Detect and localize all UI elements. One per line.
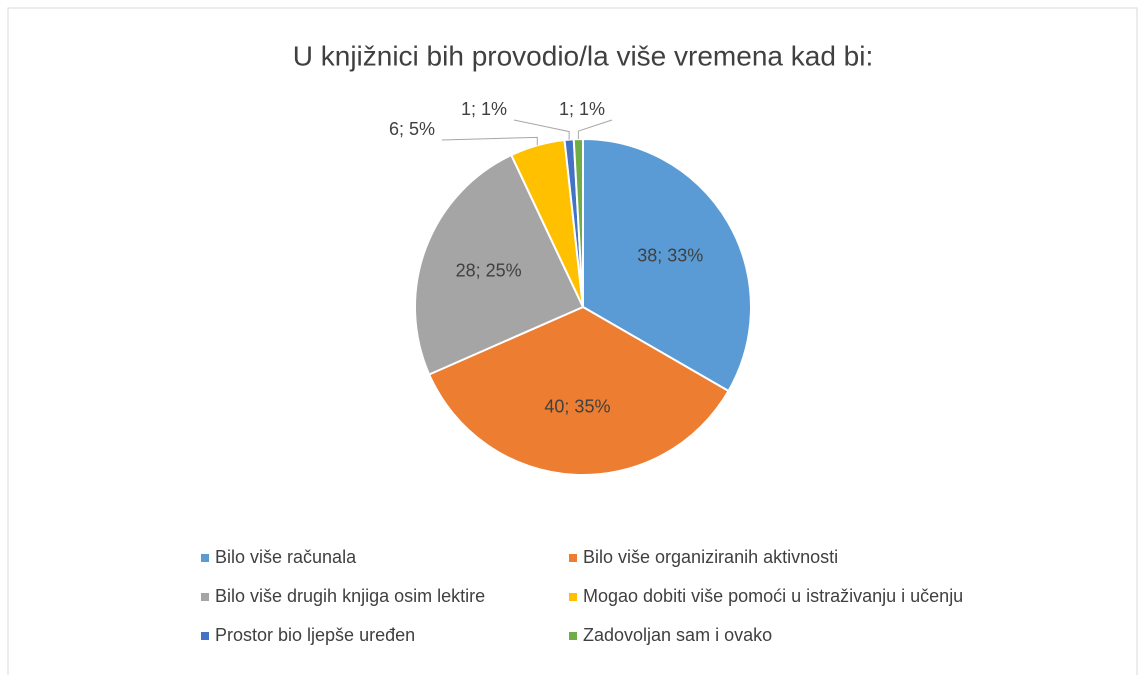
leader-line (513, 119, 570, 140)
pie-slice (582, 137, 752, 393)
legend-swatch (201, 593, 209, 601)
legend-label: Prostor bio ljepše uređen (215, 625, 415, 645)
leader-line (441, 136, 538, 146)
leader-line (577, 119, 613, 140)
legend-label: Mogao dobiti više pomoći u istraživanju … (583, 586, 963, 606)
legend-label: Bilo više računala (215, 547, 357, 567)
legend-label: Bilo više drugih knjiga osim lektire (215, 586, 485, 606)
data-label: 6; 5% (389, 119, 435, 139)
data-label: 40; 35% (544, 396, 610, 416)
data-label: 1; 1% (559, 99, 605, 119)
data-label: 28; 25% (456, 260, 522, 280)
legend-swatch (569, 554, 577, 562)
legend-swatch (569, 593, 577, 601)
legend-swatch (201, 554, 209, 562)
data-label: 38; 33% (637, 245, 703, 265)
chart-title: U knjižnici bih provodio/la više vremena… (293, 40, 874, 71)
pie-slice (427, 305, 730, 476)
legend-swatch (569, 632, 577, 640)
legend-swatch (201, 632, 209, 640)
legend-label: Zadovoljan sam i ovako (583, 625, 772, 645)
legend-label: Bilo više organiziranih aktivnosti (583, 547, 838, 567)
pie-slice (414, 153, 585, 376)
data-label: 1; 1% (461, 99, 507, 119)
